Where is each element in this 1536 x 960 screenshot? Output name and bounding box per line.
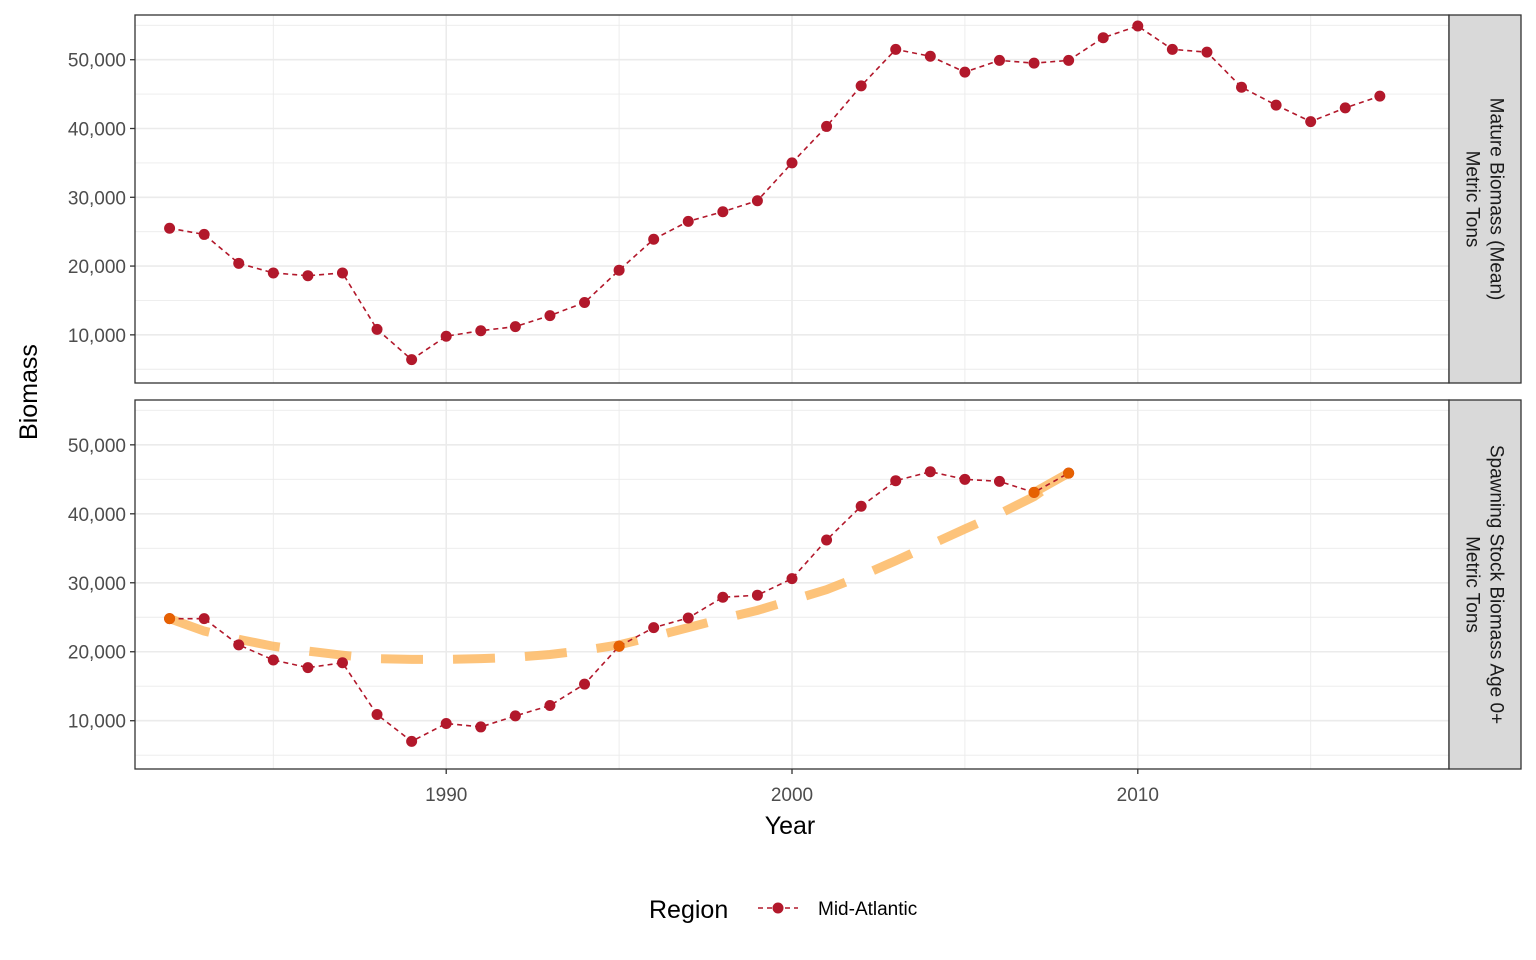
data-point [509,321,521,333]
strip-label: Metric Tons [1461,151,1482,248]
data-point [440,330,452,342]
y-axis-title: Biomass [15,344,43,440]
data-point [924,50,936,62]
data-point [1166,43,1178,55]
data-point [302,270,314,282]
strip-background [1448,14,1522,384]
x-axis-title: Year [765,812,816,840]
data-point [440,717,452,729]
data-point [233,639,245,651]
series-line [169,470,1070,743]
y-tick-label: 10,000 [68,712,126,733]
data-point [579,297,591,309]
data-point [1097,32,1109,44]
data-point [371,323,383,335]
data-point [406,735,418,747]
highlight-point [613,640,625,652]
data-point [475,325,487,337]
y-tick-label: 20,000 [68,257,126,278]
highlight-point [164,613,176,625]
data-point [959,473,971,485]
data-point [682,215,694,227]
data-point [717,591,729,603]
legend-key-point [772,902,784,914]
data-point [1270,99,1282,111]
data-point [717,206,729,218]
y-tick-label: 50,000 [68,51,126,72]
y-tick-label: 20,000 [68,643,126,664]
data-point [855,80,867,92]
data-point [475,721,487,733]
data-point [1374,90,1386,102]
data-point [890,475,902,487]
panel-1: 10,000 20,000 30,000 40,000 50,000 Mature Bio… [68,14,1522,384]
highlight-point [1063,467,1075,479]
strip-label: Spawning Stock Biomass Age 0+ [1485,445,1506,724]
panels: 10,000 20,000 30,000 40,000 50,000 Mature Bio… [68,14,1522,806]
data-point [336,657,348,669]
x-tick-label: 2010 [1117,785,1159,806]
data-point [233,257,245,269]
data-point [336,267,348,279]
y-tick-label: 30,000 [68,188,126,209]
y-tick-label: 40,000 [68,505,126,526]
legend: Region Mid-Atlantic [649,896,917,924]
data-point [993,54,1005,66]
data-point [751,195,763,207]
data-point [579,678,591,690]
legend-title: Region [649,896,728,924]
data-point [890,43,902,55]
data-point [544,310,556,322]
data-point [786,157,798,169]
data-point [1132,20,1144,32]
data-point [267,654,279,666]
x-tick-label: 1990 [425,785,467,806]
y-tick-label: 30,000 [68,574,126,595]
data-point [959,66,971,78]
data-point [924,466,936,478]
data-point [544,700,556,712]
series-line [169,25,1381,361]
highlight-point [1028,486,1040,498]
data-point [1201,46,1213,58]
panel-2: 10,000 20,000 30,000 40,000 50,000 Spawning S… [68,399,1522,806]
data-point [682,612,694,624]
legend-entry-label: Mid-Atlantic [818,899,917,920]
data-point [613,264,625,276]
data-point [821,120,833,132]
strip-label: Metric Tons [1461,536,1482,633]
data-point [1305,116,1317,128]
data-point [648,233,660,245]
data-point [821,534,833,546]
data-point [751,589,763,601]
data-point [164,222,176,234]
y-tick-label: 40,000 [68,119,126,140]
data-point [406,354,418,366]
data-point [302,662,314,674]
y-tick-label: 10,000 [68,326,126,347]
strip-background [1448,399,1522,770]
y-tick-label: 50,000 [68,436,126,457]
data-point [1236,81,1248,93]
data-point [1028,57,1040,69]
data-point [198,613,210,625]
data-point [198,228,210,240]
data-point [1063,54,1075,66]
data-point [993,475,1005,487]
data-point [267,267,279,279]
x-tick-label: 2000 [771,785,813,806]
data-point [1339,102,1351,114]
data-point [509,710,521,722]
data-point [786,573,798,585]
strip-label: Mature Biomass (Mean) [1485,98,1506,301]
data-point [855,500,867,512]
data-point [371,709,383,721]
data-point [648,622,660,634]
